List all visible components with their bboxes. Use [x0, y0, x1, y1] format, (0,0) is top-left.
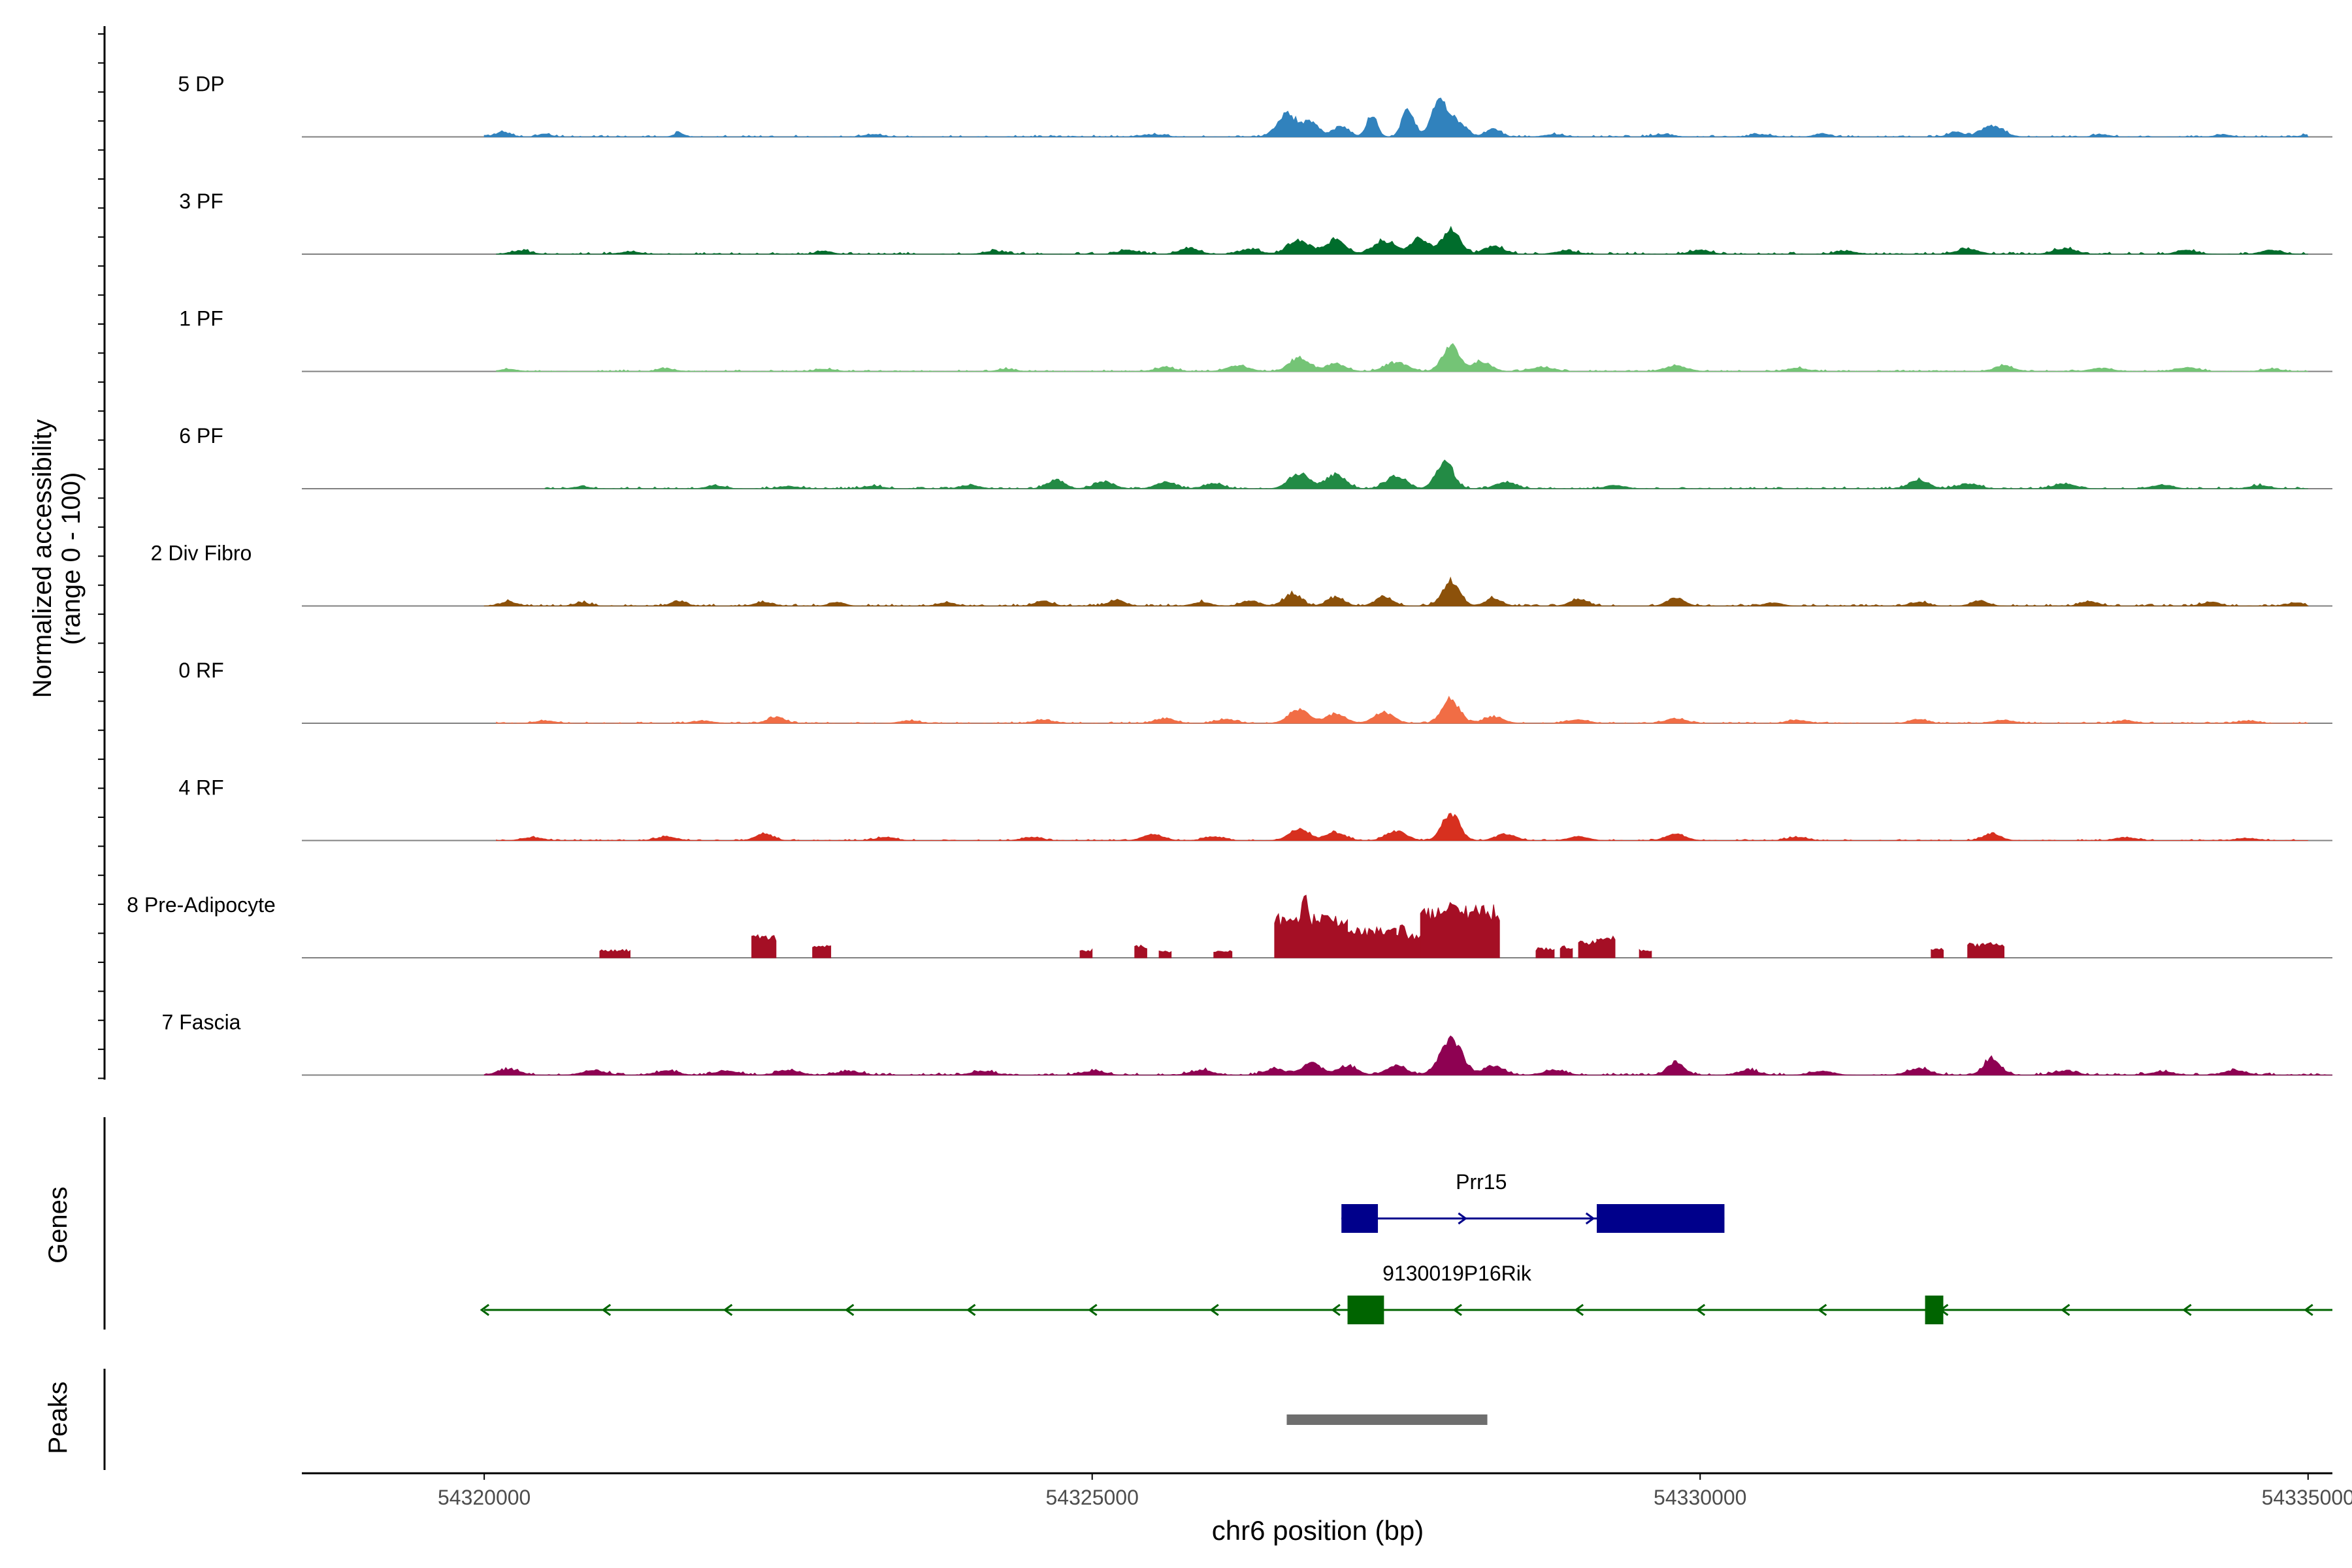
gene-9130019P16Rik: 9130019P16Rik	[482, 1262, 2332, 1324]
peak-region	[1286, 1414, 1487, 1425]
track-label: 1 PF	[179, 307, 223, 331]
track-7: 4 RF	[178, 776, 2332, 841]
track-label: 2 Div Fibro	[151, 542, 252, 565]
track-2: 3 PF	[179, 189, 2332, 254]
genes-panel-label: Genes	[44, 1186, 73, 1264]
coverage-area	[497, 344, 2308, 372]
track-label: 0 RF	[178, 659, 223, 682]
track-label: 5 DP	[178, 73, 224, 96]
track-1: 5 DP	[178, 73, 2332, 137]
gene-label: 9130019P16Rik	[1382, 1262, 1532, 1285]
track-9: 7 Fascia	[162, 1011, 2332, 1075]
x-tick-label: 54325000	[1046, 1486, 1139, 1509]
peak-regions	[1286, 1414, 1487, 1425]
coverage-area	[497, 696, 2308, 723]
track-label: 7 Fascia	[162, 1011, 241, 1034]
track-label: 6 PF	[179, 424, 223, 448]
genome-coverage-plot: 5 DP 3 PF 1 PF 6 PF 2 Div Fibro 0 RF 4 RF 8 Pre…	[0, 0, 2352, 1568]
y-axis-label: Normalized accessibility	[28, 419, 57, 698]
coverage-area	[600, 895, 2004, 958]
coverage-area	[545, 460, 2308, 489]
x-axis-label: chr6 position (bp)	[1212, 1515, 1424, 1546]
coverage-area	[484, 98, 2308, 137]
gene-label: Prr15	[1456, 1170, 1507, 1194]
x-tick-label: 54335000	[2262, 1486, 2352, 1509]
axes: 54320000 54325000 54330000 54335000	[98, 26, 2352, 1509]
coverage-area	[484, 1036, 2332, 1075]
x-tick-label: 54320000	[438, 1486, 531, 1509]
exon	[1341, 1204, 1378, 1233]
track-8: 8 Pre-Adipocyte	[127, 893, 2332, 958]
coverage-area	[484, 578, 2308, 606]
track-label: 8 Pre-Adipocyte	[127, 893, 276, 917]
exon	[1348, 1296, 1384, 1324]
gene-annotations: Prr15 9130019P16Rik	[482, 1170, 2332, 1324]
coverage-area	[497, 227, 2308, 254]
track-5: 2 Div Fibro	[151, 542, 2332, 606]
y-axis-label-range: (range 0 - 100)	[57, 472, 86, 645]
coverage-area	[497, 813, 2308, 841]
exon	[1597, 1204, 1724, 1233]
exon	[1925, 1296, 1944, 1324]
peaks-panel-label: Peaks	[44, 1381, 73, 1454]
track-label: 3 PF	[179, 189, 223, 213]
track-4: 6 PF	[179, 424, 2332, 489]
track-label: 4 RF	[178, 776, 223, 800]
gene-Prr15: Prr15	[1341, 1170, 1724, 1233]
track-6: 0 RF	[178, 659, 2332, 723]
coverage-tracks: 5 DP 3 PF 1 PF 6 PF 2 Div Fibro 0 RF 4 RF 8 Pre…	[127, 73, 2332, 1075]
x-tick-label: 54330000	[1654, 1486, 1746, 1509]
track-3: 1 PF	[179, 307, 2332, 372]
